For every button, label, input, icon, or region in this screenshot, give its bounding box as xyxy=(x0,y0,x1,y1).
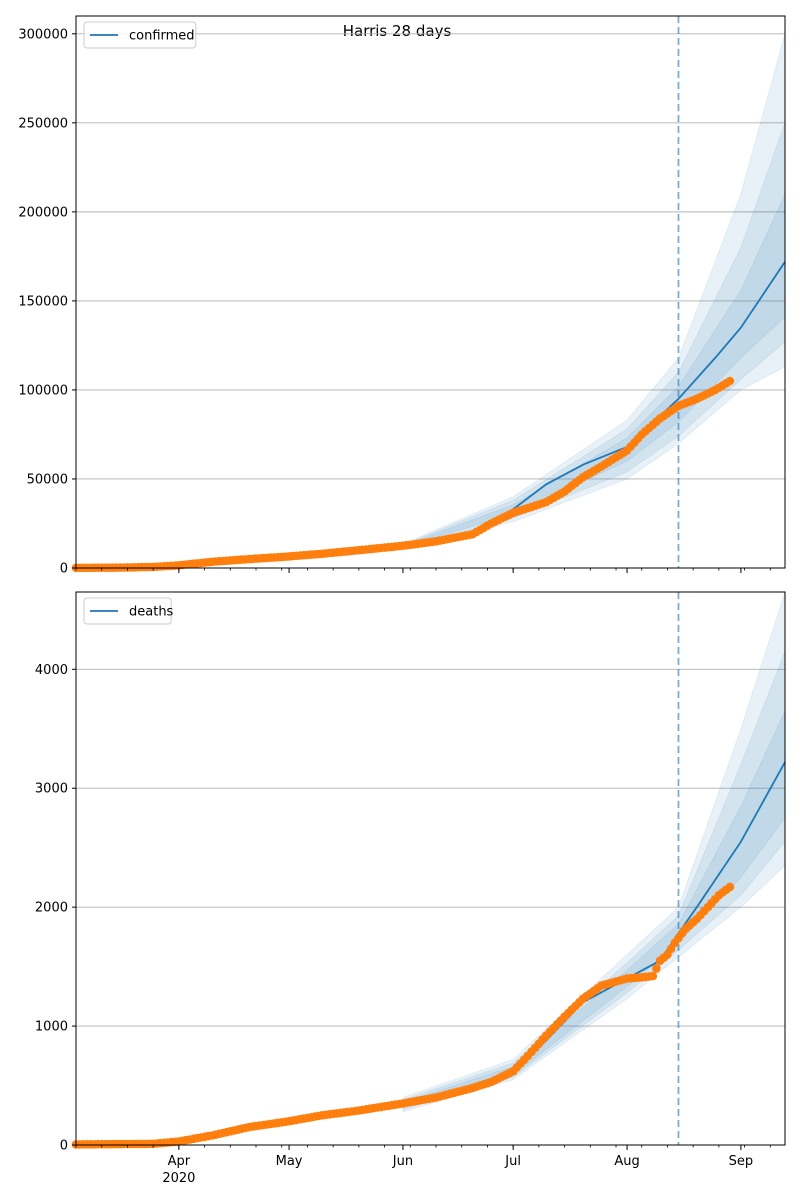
observed-series xyxy=(71,376,735,573)
y-tick-label: 2000 xyxy=(35,901,68,916)
y-tick-label: 0 xyxy=(60,1139,68,1154)
y-tick-label: 200000 xyxy=(18,205,68,220)
x-tick-label: Jun xyxy=(392,1154,413,1169)
y-tick-label: 50000 xyxy=(27,472,68,487)
y-tick-label: 4000 xyxy=(35,663,68,678)
y-tick-label: 150000 xyxy=(18,294,68,309)
observed-point xyxy=(648,971,658,981)
figure-title: Harris 28 days xyxy=(343,22,452,40)
y-tick-label: 100000 xyxy=(18,383,68,398)
y-tick-label: 3000 xyxy=(35,782,68,797)
observed-point xyxy=(725,376,735,386)
plot-frame xyxy=(75,15,786,569)
legend-label: confirmed xyxy=(129,29,195,44)
x-tick-label: Jul xyxy=(504,1154,521,1169)
observed-point xyxy=(725,882,735,892)
legend-box xyxy=(83,597,172,625)
y-tick-label: 1000 xyxy=(35,1020,68,1035)
x-tick-label: Aug xyxy=(614,1154,639,1169)
plot-frame xyxy=(75,591,786,1146)
y-tick-label: 300000 xyxy=(18,27,68,42)
legend: confirmed xyxy=(83,21,197,49)
legend: deaths xyxy=(83,597,174,625)
confirmed-panel: 0 50000 100000 150000 200000 250000 300000 conf… xyxy=(18,15,786,577)
observed-point xyxy=(652,964,661,973)
y-tick-label: 250000 xyxy=(18,116,68,131)
x-tick-label: Apr xyxy=(168,1154,191,1169)
x-tick-sublabel: 2020 xyxy=(162,1171,195,1186)
deaths-panel: 0 1000 2000 3000 4000 Apr 2020 May Jun Jul Aug Sep d… xyxy=(35,591,786,1186)
x-tick-label: Sep xyxy=(729,1154,754,1169)
legend-box xyxy=(83,21,197,49)
legend-label: deaths xyxy=(129,605,174,620)
x-tick-label: May xyxy=(276,1154,303,1169)
y-tick-label: 0 xyxy=(60,562,68,577)
